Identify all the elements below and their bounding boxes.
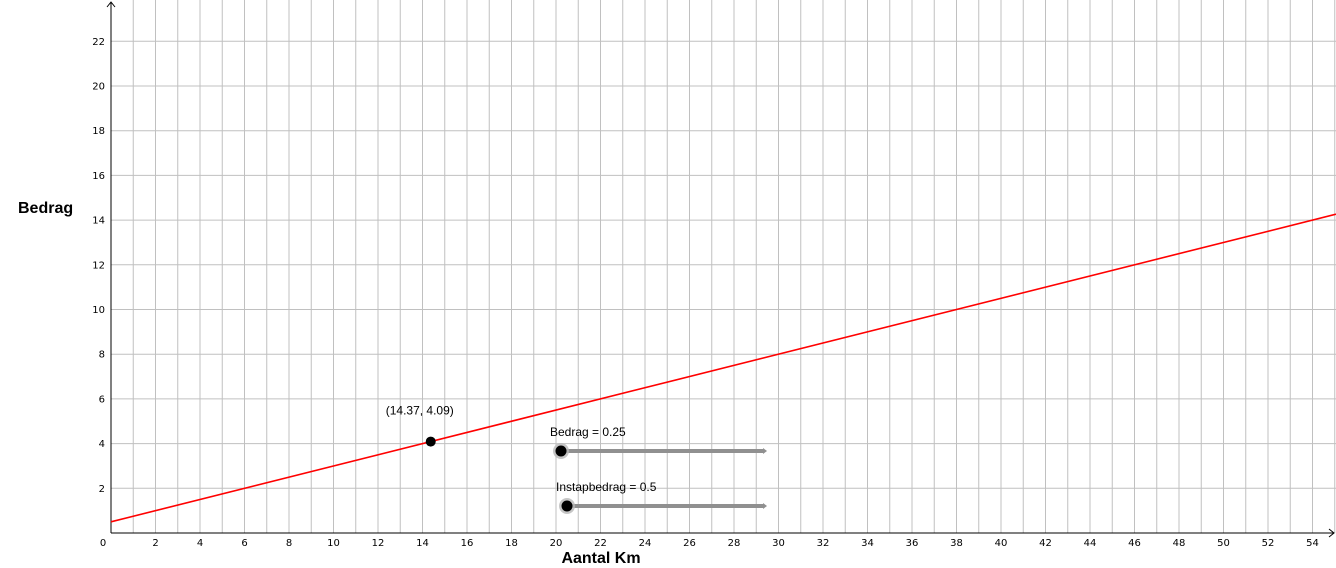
- x-tick-label: 2: [152, 538, 158, 549]
- slider-label: Instapbedrag = 0.5: [556, 480, 657, 494]
- slider-knob[interactable]: [555, 445, 567, 457]
- function-line: [110, 213, 1336, 523]
- slider-instapbedrag[interactable]: Instapbedrag = 0.5: [556, 480, 767, 514]
- x-tick-label: 26: [683, 538, 696, 549]
- x-tick-label: 44: [1084, 538, 1097, 549]
- grid: [111, 0, 1336, 533]
- y-tick-label: 4: [99, 439, 105, 450]
- y-tick-label: 22: [92, 37, 105, 48]
- y-tick-label: 16: [92, 171, 105, 182]
- x-tick-label: 6: [241, 538, 247, 549]
- x-tick-label: 28: [728, 538, 741, 549]
- x-tick-label: 36: [906, 538, 919, 549]
- x-tick-label: 16: [461, 538, 474, 549]
- slider-label: Bedrag = 0.25: [550, 425, 626, 439]
- x-tick-label: 12: [372, 538, 385, 549]
- x-tick-label: 30: [772, 538, 785, 549]
- x-tick-labels: 0 2 4 6 8 10 12 14 16 18 20 22 24 26 28 30 32 34 36 38 40 42 4…: [100, 538, 1319, 549]
- point-a[interactable]: [425, 436, 436, 447]
- y-tick-label: 6: [99, 394, 105, 405]
- x-tick-label: 18: [505, 538, 518, 549]
- axes: [106, 1, 1335, 538]
- x-tick-label: 32: [817, 538, 830, 549]
- point-label: (14.37, 4.09): [386, 404, 454, 418]
- x-axis-label: Aantal Km: [561, 550, 640, 567]
- slider-knob[interactable]: [561, 500, 573, 512]
- y-axis-arrow: [106, 1, 116, 8]
- x-tick-label: 40: [995, 538, 1008, 549]
- slider-track-end: [763, 503, 767, 509]
- x-tick-label: 42: [1039, 538, 1052, 549]
- x-tick-label: 54: [1306, 538, 1319, 549]
- x-tick-label: 0: [100, 538, 106, 549]
- slider-track-end: [763, 448, 767, 454]
- x-tick-label: 22: [594, 538, 607, 549]
- x-tick-label: 24: [639, 538, 652, 549]
- y-tick-label: 2: [99, 484, 105, 495]
- function-line-path[interactable]: [110, 213, 1336, 523]
- x-tick-label: 4: [197, 538, 203, 549]
- x-tick-label: 14: [416, 538, 429, 549]
- x-tick-label: 48: [1173, 538, 1186, 549]
- y-tick-label: 14: [92, 216, 105, 227]
- x-tick-label: 52: [1262, 538, 1275, 549]
- x-axis-arrow: [1328, 528, 1335, 538]
- y-tick-label: 10: [92, 305, 105, 316]
- slider-bedrag[interactable]: Bedrag = 0.25: [550, 425, 767, 459]
- x-tick-label: 38: [950, 538, 963, 549]
- y-tick-label: 12: [92, 260, 105, 271]
- y-tick-label: 8: [99, 350, 105, 361]
- y-axis-label: Bedrag: [18, 200, 73, 217]
- y-tick-label: 20: [92, 82, 105, 93]
- x-tick-label: 20: [550, 538, 563, 549]
- x-tick-label: 50: [1217, 538, 1230, 549]
- x-tick-label: 10: [327, 538, 340, 549]
- x-tick-label: 34: [861, 538, 874, 549]
- y-tick-label: 18: [92, 126, 105, 137]
- y-tick-labels: 2 4 6 8 10 12 14 16 18 20 22: [92, 37, 105, 495]
- x-tick-label: 46: [1128, 538, 1141, 549]
- x-tick-label: 8: [286, 538, 292, 549]
